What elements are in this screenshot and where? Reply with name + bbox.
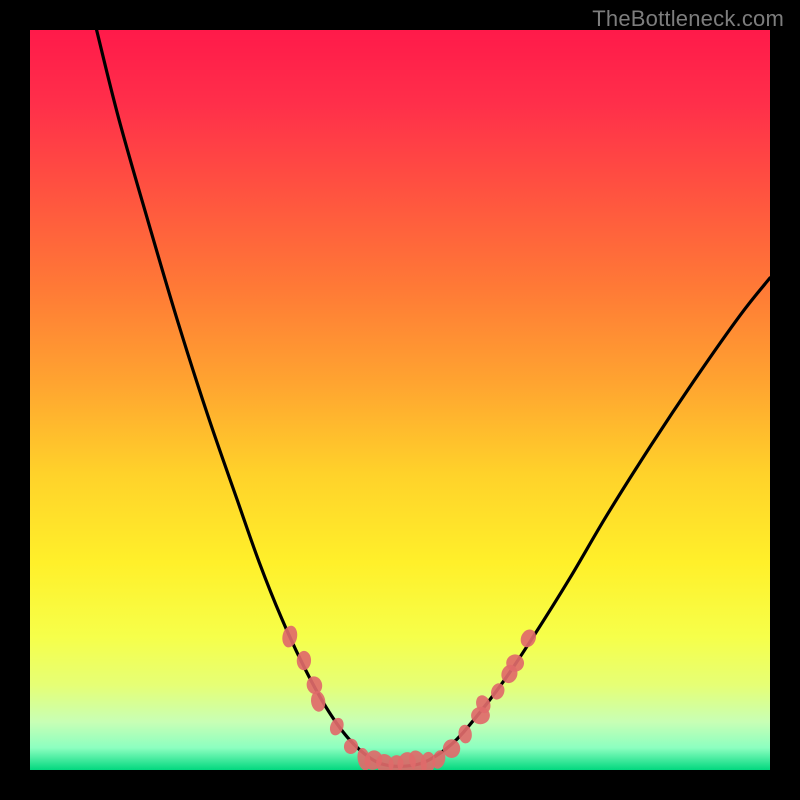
watermark-text: TheBottleneck.com <box>592 6 784 32</box>
scatter-point <box>343 737 360 755</box>
scatter-group <box>280 624 538 770</box>
scatter-point <box>280 624 299 648</box>
scatter-point <box>457 724 473 744</box>
plot-area <box>30 30 770 770</box>
scatter-point <box>443 739 461 758</box>
curve-path <box>97 30 770 766</box>
figure-root: TheBottleneck.com <box>0 0 800 800</box>
chart-svg <box>30 30 770 770</box>
